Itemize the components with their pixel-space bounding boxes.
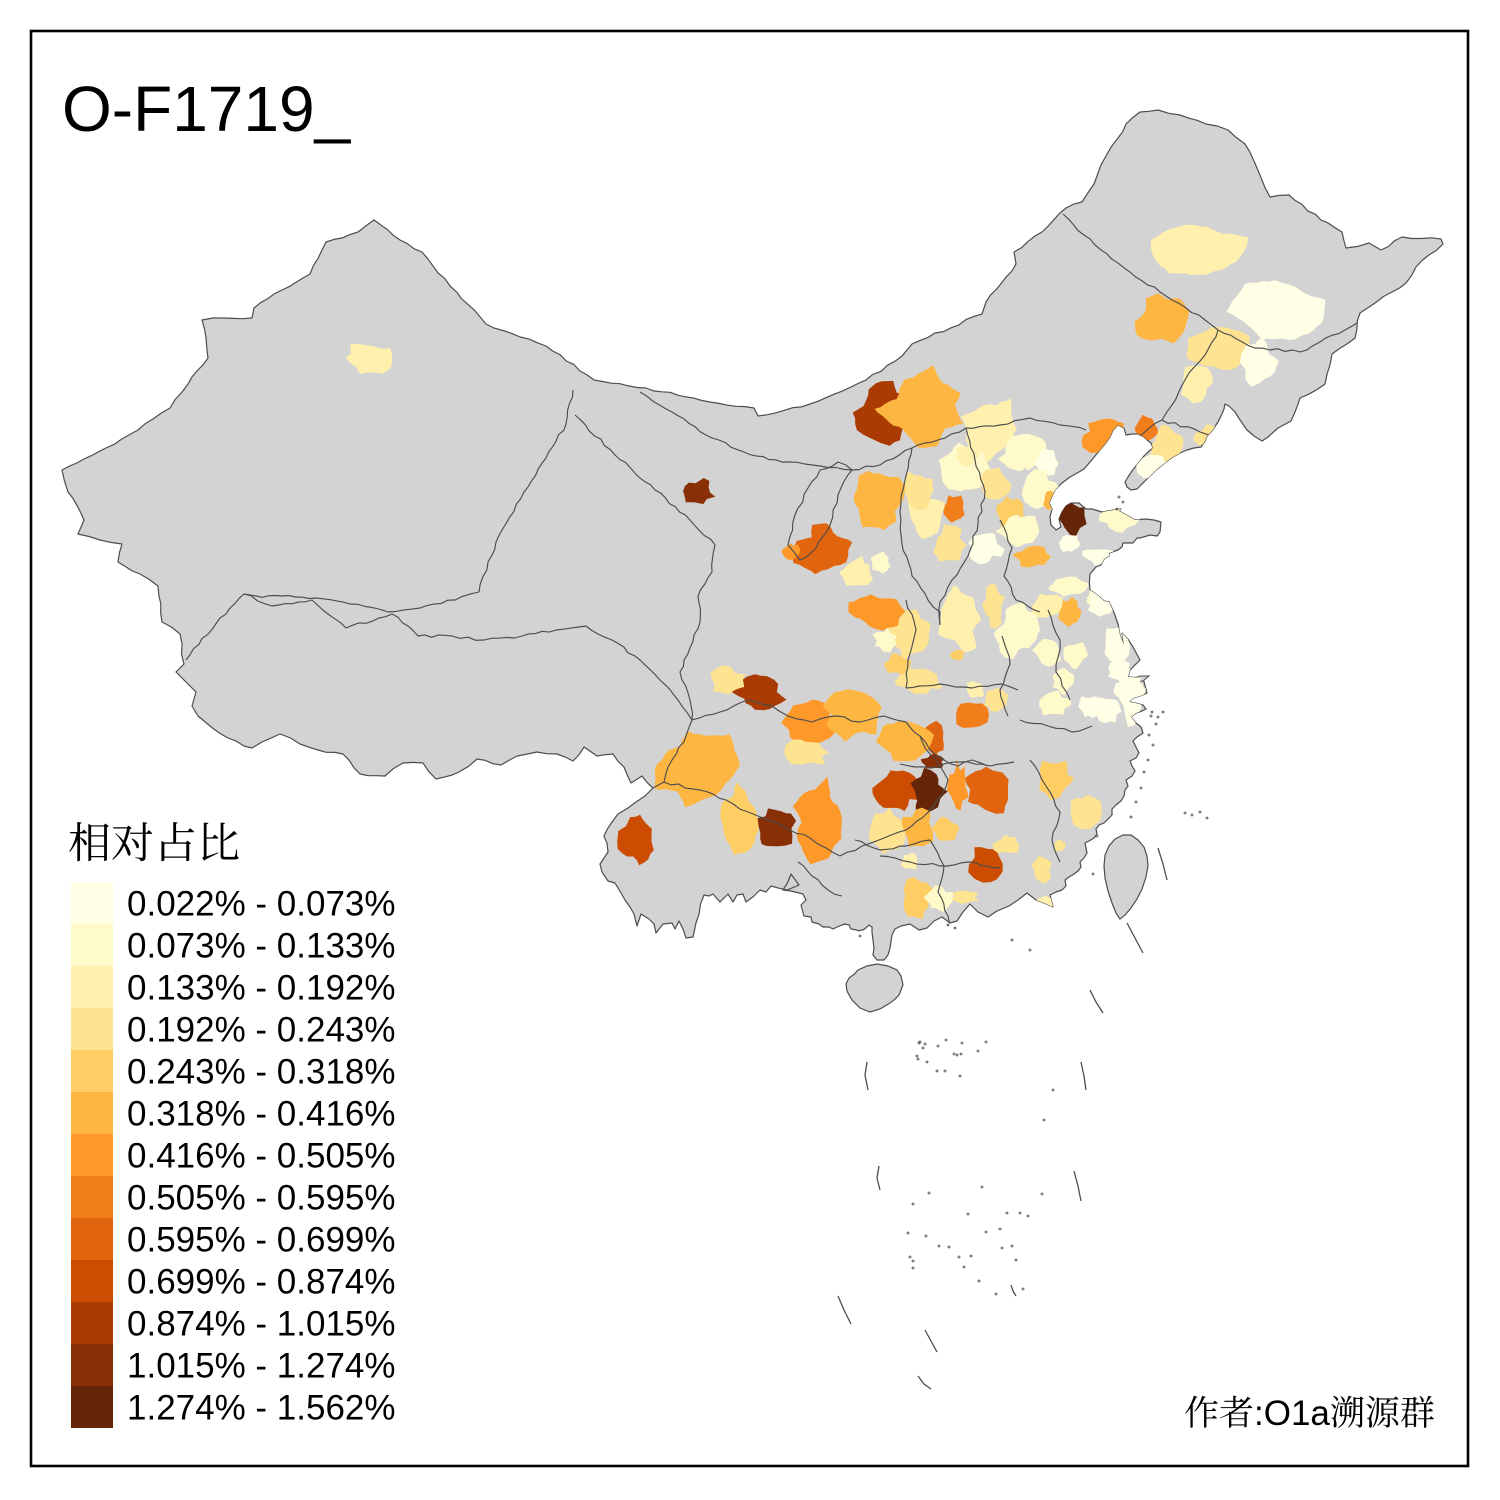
svg-text:0.416% - 0.505%: 0.416% - 0.505%: [127, 1137, 396, 1176]
svg-text:0.073% - 0.133%: 0.073% - 0.133%: [127, 927, 396, 966]
svg-text:O-F1719_: O-F1719_: [62, 73, 352, 145]
svg-text:0.595% - 0.699%: 0.595% - 0.699%: [127, 1221, 396, 1260]
svg-text:0.243% - 0.318%: 0.243% - 0.318%: [127, 1053, 396, 1092]
svg-text:1.015% - 1.274%: 1.015% - 1.274%: [127, 1347, 396, 1386]
svg-text:0.874% - 1.015%: 0.874% - 1.015%: [127, 1305, 396, 1344]
svg-text:1.274% - 1.562%: 1.274% - 1.562%: [127, 1389, 396, 1428]
svg-text:0.133% - 0.192%: 0.133% - 0.192%: [127, 969, 396, 1008]
svg-text:0.022% - 0.073%: 0.022% - 0.073%: [127, 885, 396, 924]
svg-text:0.318% - 0.416%: 0.318% - 0.416%: [127, 1095, 396, 1134]
svg-text::O1a: :O1a: [1254, 1394, 1330, 1433]
svg-text:0.505% - 0.595%: 0.505% - 0.595%: [127, 1179, 396, 1218]
svg-text:0.699% - 0.874%: 0.699% - 0.874%: [127, 1263, 396, 1302]
svg-text:0.192% - 0.243%: 0.192% - 0.243%: [127, 1011, 396, 1050]
